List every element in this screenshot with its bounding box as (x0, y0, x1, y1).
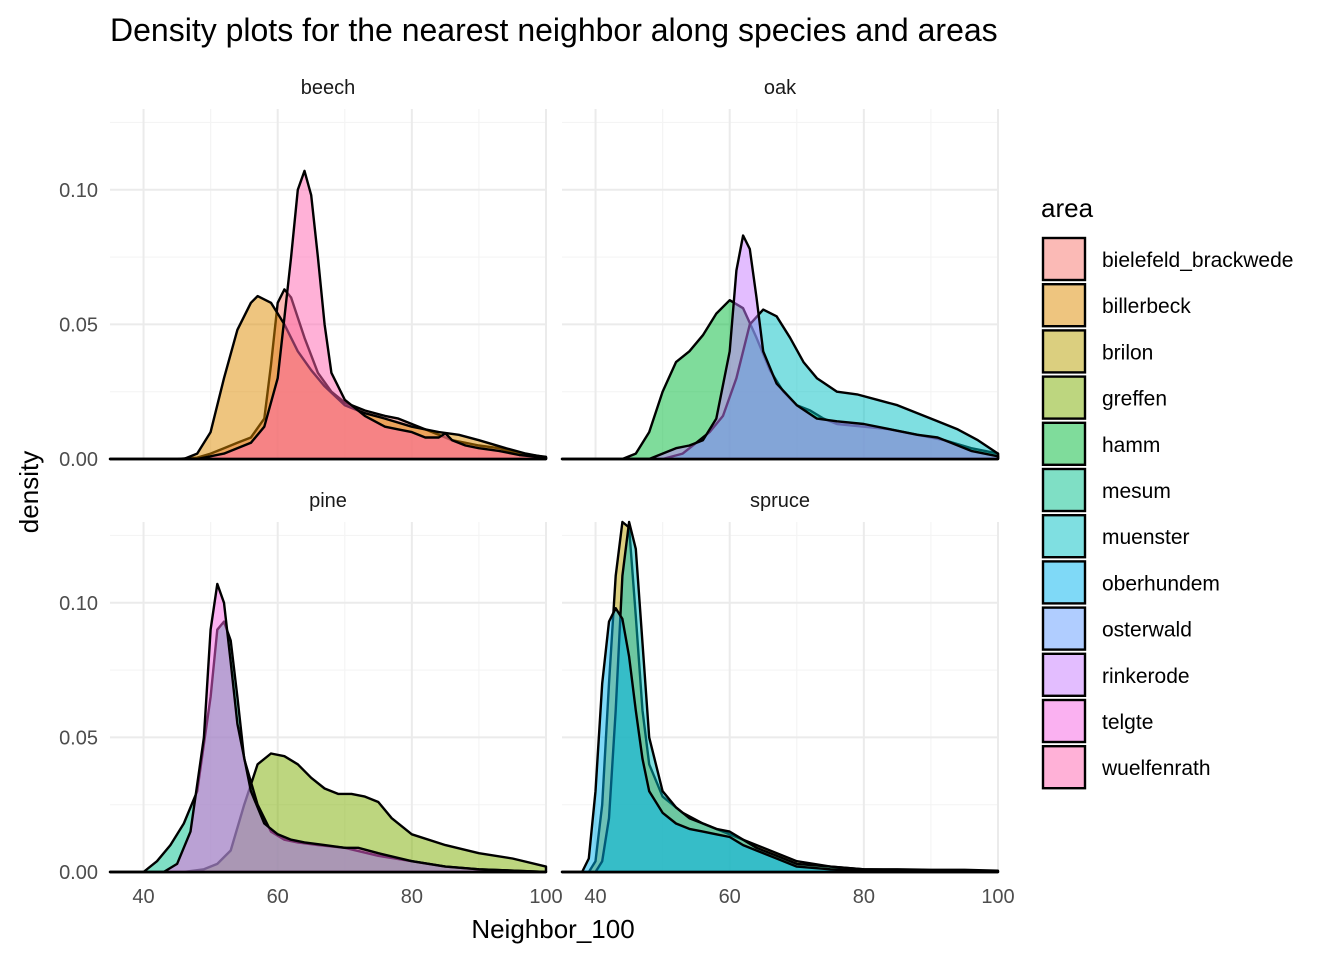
x-tick-label: 80 (853, 886, 875, 908)
facet-panels: beech 0.00 0.05 0.10 oak pine 0.00 0.05 0.10 40 60… (59, 77, 1015, 908)
legend-item-mesum: mesum (1041, 467, 1171, 513)
facet-strip-label: oak (764, 77, 797, 99)
legend-title: area (1041, 193, 1094, 223)
y-tick-label: 0.05 (59, 727, 98, 749)
legend-item-oberhundem: oberhundem (1041, 560, 1220, 605)
density-area-rinkerode (560, 234, 1000, 461)
panel-pine: pine 0.00 0.05 0.10 40 60 80 100 (59, 490, 563, 908)
facet-strip-label: beech (301, 77, 356, 99)
x-tick-label: 100 (981, 886, 1014, 908)
x-axis-title: Neighbor_100 (471, 914, 634, 944)
legend-swatch (1041, 652, 1087, 697)
legend-label: oberhundem (1102, 572, 1220, 595)
x-tick-label: 80 (401, 886, 423, 908)
panel-beech: beech 0.00 0.05 0.10 (59, 77, 548, 471)
legend-item-osterwald: osterwald (1041, 606, 1192, 651)
x-tick-label: 40 (132, 886, 154, 908)
legend-swatch (1041, 560, 1087, 605)
density-area-oberhundem (560, 607, 1000, 874)
legend-item-bielefeld-brackwede: bielefeld_brackwede (1041, 236, 1293, 282)
legend-swatch (1041, 698, 1087, 744)
legend-item-billerbeck: billerbeck (1041, 283, 1191, 328)
legend-swatch (1041, 606, 1087, 651)
legend-label: billerbeck (1102, 295, 1191, 318)
legend-label: hamm (1102, 434, 1160, 457)
x-tick-label: 60 (719, 886, 741, 908)
y-tick-label: 0.00 (59, 449, 98, 471)
panel-spruce: spruce 40 60 80 100 (560, 490, 1015, 908)
y-tick-label: 0.10 (59, 180, 98, 202)
legend-swatch (1041, 421, 1087, 466)
legend-swatch (1041, 375, 1087, 420)
legend-label: bielefeld_brackwede (1102, 249, 1293, 272)
legend: area bielefeld_brackwede billerbeck brilon… (1041, 193, 1293, 790)
legend-item-telgte: telgte (1041, 698, 1153, 744)
legend-label: muenster (1102, 526, 1190, 549)
legend-label: telgte (1102, 711, 1153, 734)
panel-oak: oak (560, 77, 1000, 461)
legend-label: rinkerode (1102, 665, 1190, 688)
chart-title: Density plots for the nearest neighbor a… (110, 12, 998, 48)
legend-swatch (1041, 283, 1087, 328)
density-area-telgte (108, 582, 548, 874)
legend-swatch (1041, 236, 1087, 282)
legend-item-brilon: brilon (1041, 329, 1153, 374)
x-tick-label: 100 (529, 886, 562, 908)
x-tick-label: 60 (267, 886, 289, 908)
legend-label: osterwald (1102, 619, 1192, 642)
legend-item-greffen: greffen (1041, 375, 1167, 420)
legend-swatch (1041, 467, 1087, 513)
legend-label: greffen (1102, 388, 1167, 411)
legend-label: wuelfenrath (1101, 757, 1211, 780)
facet-strip-label: pine (309, 490, 347, 512)
legend-item-rinkerode: rinkerode (1041, 652, 1190, 697)
legend-item-muenster: muenster (1041, 514, 1190, 559)
legend-label: mesum (1102, 480, 1171, 503)
legend-swatch (1041, 745, 1087, 790)
y-tick-label: 0.05 (59, 314, 98, 336)
legend-item-wuelfenrath: wuelfenrath (1041, 745, 1211, 790)
legend-item-hamm: hamm (1041, 421, 1160, 466)
facet-strip-label: spruce (750, 490, 810, 512)
y-tick-label: 0.00 (59, 862, 98, 884)
legend-label: brilon (1102, 341, 1153, 364)
y-tick-label: 0.10 (59, 593, 98, 615)
legend-swatch (1041, 514, 1087, 559)
legend-swatch (1041, 329, 1087, 374)
x-tick-label: 40 (584, 886, 606, 908)
y-axis-title: density (14, 451, 44, 533)
density-area-wuelfenrath (108, 169, 548, 461)
